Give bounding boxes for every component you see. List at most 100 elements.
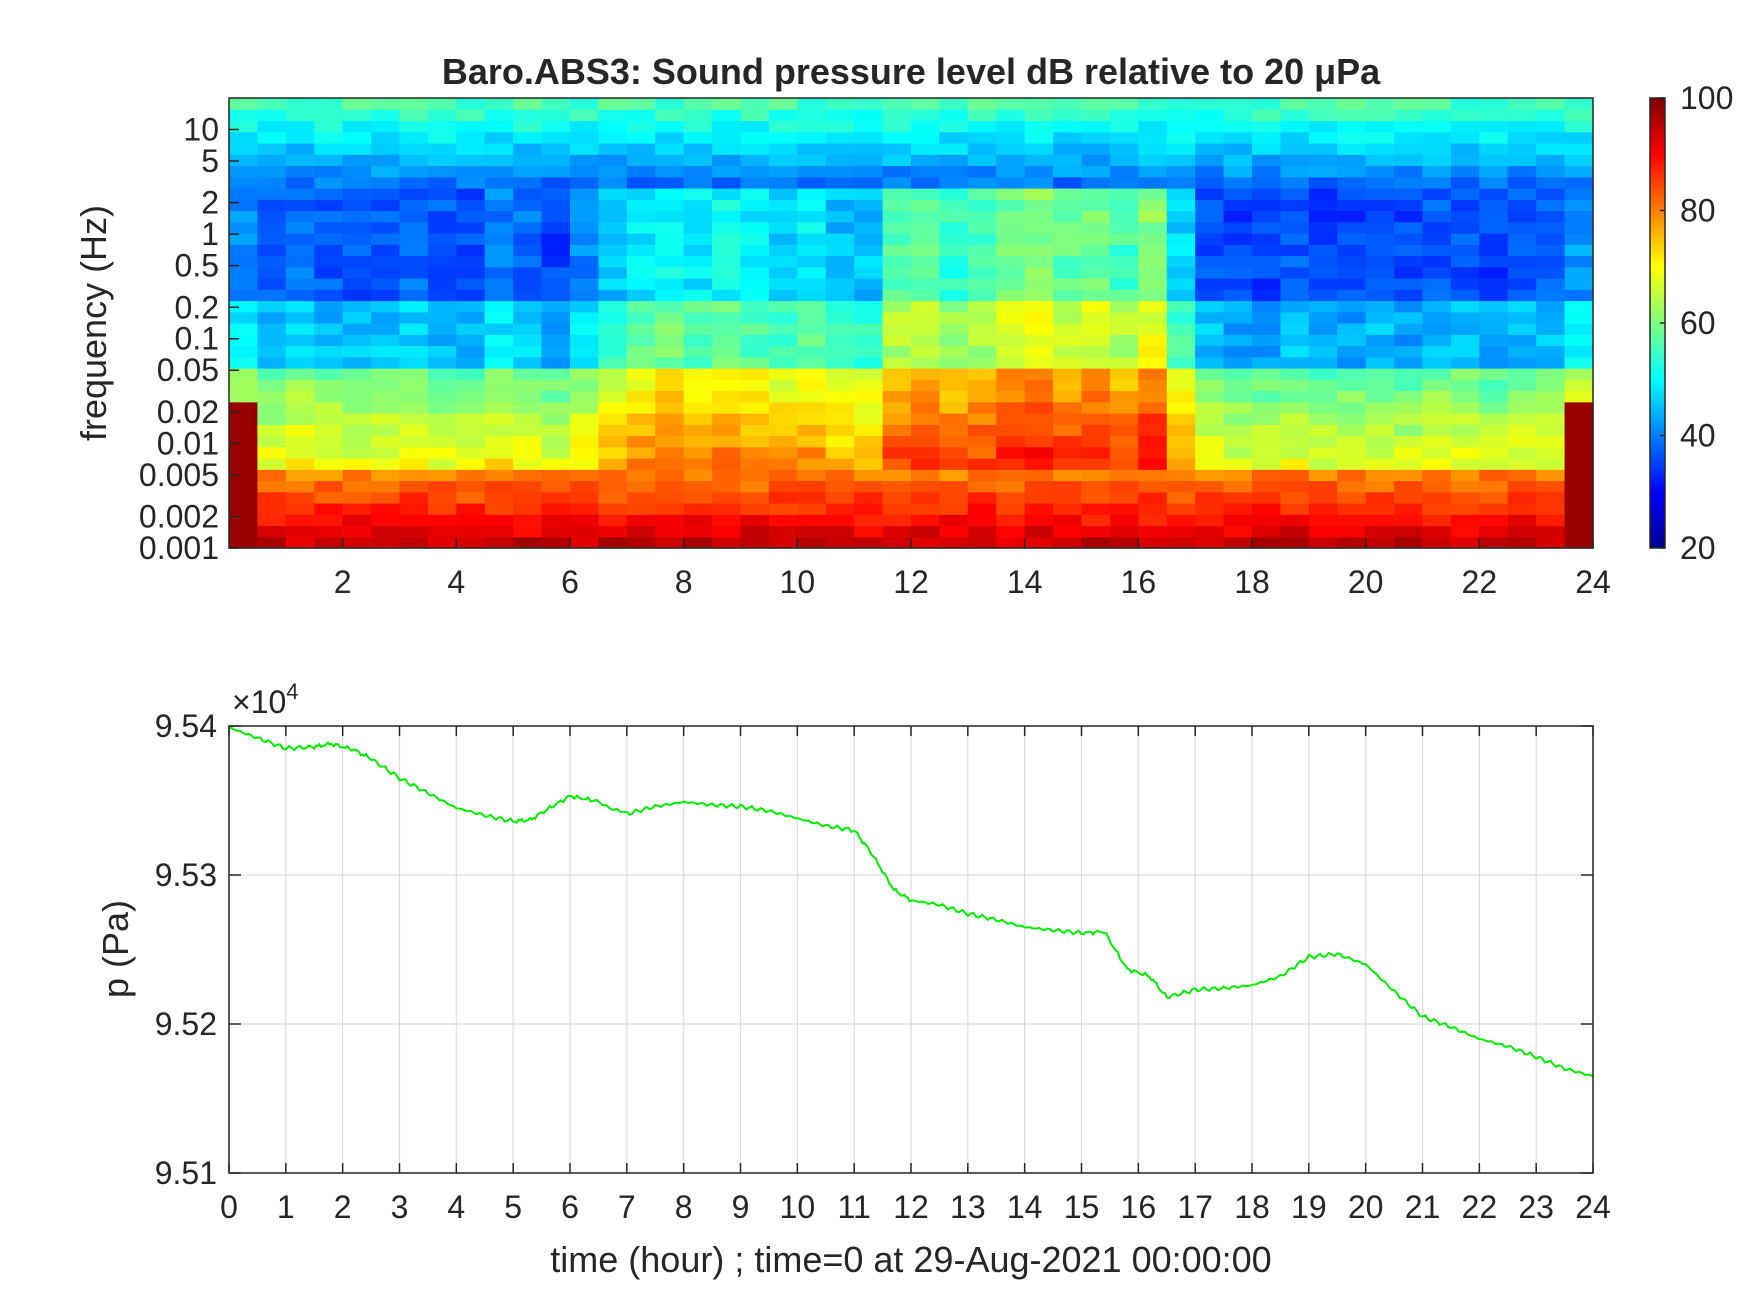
spectrogram-cell [456, 210, 486, 223]
spectrogram-cell [797, 143, 827, 155]
spectrogram-cell [1394, 255, 1424, 268]
spectrogram-cell [1365, 323, 1395, 335]
spectrogram-cell [797, 300, 827, 313]
spectrogram-cell [996, 503, 1026, 515]
spectrogram-cell [1252, 176, 1282, 189]
spectrogram-cell [825, 446, 855, 459]
spectrogram-cell [257, 176, 287, 189]
spectrogram-cell [1422, 469, 1452, 482]
spectrogram-cell [1450, 503, 1480, 515]
spectrogram-cell [1223, 514, 1253, 527]
spectrogram-cell [1053, 525, 1083, 538]
spectrogram-cell [456, 491, 486, 504]
spectrogram-cell [1564, 323, 1594, 335]
spectrogram-cell [1138, 334, 1168, 347]
spectrogram-cell [1223, 424, 1253, 437]
spectrogram-cell [541, 176, 571, 189]
spectrogram-cell [371, 446, 401, 459]
spectrogram-cell [939, 514, 969, 527]
spectrogram-cell [1308, 390, 1338, 403]
spectrogram-cell [598, 368, 628, 380]
spectrogram-cell [399, 514, 429, 527]
spectrogram-cell [427, 98, 457, 110]
spectrogram-cell [939, 266, 969, 279]
spectrogram-cell [541, 491, 571, 504]
spectrogram-cell [371, 413, 401, 425]
spectrogram-cell [1337, 143, 1367, 155]
spectrogram-cell [1195, 109, 1225, 122]
spectrogram-cell [541, 244, 571, 257]
spectrogram-cell [911, 458, 941, 470]
spectrogram-cell [1394, 480, 1424, 493]
spectrogram-cell [882, 98, 912, 110]
spectrogram-cell [1252, 458, 1282, 470]
spectrogram-panel: Baro.ABS3: Sound pressure level dB relat… [73, 51, 1733, 600]
spectrogram-cell [1564, 120, 1594, 133]
spectrogram-cell [1223, 120, 1253, 133]
spectrogram-cell [1252, 446, 1282, 459]
spectrogram-y-tick-label: 2 [201, 185, 219, 221]
spectrogram-cell [1564, 289, 1594, 302]
spectrogram-cell [996, 424, 1026, 437]
pressure-x-tick-label: 8 [675, 1189, 693, 1225]
spectrogram-cell [1109, 491, 1139, 504]
spectrogram-cell [1450, 480, 1480, 493]
spectrogram-cell [939, 233, 969, 245]
spectrogram-cell [570, 165, 600, 178]
spectrogram-cell [882, 199, 912, 212]
spectrogram-cell [456, 435, 486, 448]
spectrogram-cell [257, 199, 287, 212]
spectrogram-cell [1450, 176, 1480, 189]
spectrogram-cell [1337, 401, 1367, 414]
spectrogram-cell [1166, 289, 1196, 302]
spectrogram-cell [1252, 435, 1282, 448]
spectrogram-cell [967, 311, 997, 324]
spectrogram-cell [797, 278, 827, 290]
spectrogram-cell [967, 199, 997, 212]
spectrogram-cell [1280, 323, 1310, 335]
spectrogram-cell [1308, 334, 1338, 347]
spectrogram-cell [598, 131, 628, 144]
spectrogram-cell [1223, 300, 1253, 313]
spectrogram-cell [1507, 458, 1537, 470]
spectrogram-cell [1507, 154, 1537, 167]
spectrogram-cell [911, 525, 941, 538]
spectrogram-cell [967, 131, 997, 144]
spectrogram-cell [1024, 176, 1054, 189]
spectrogram-cell [939, 289, 969, 302]
spectrogram-cell [1564, 154, 1594, 167]
spectrogram-cell [314, 469, 344, 482]
spectrogram-cell [1195, 491, 1225, 504]
spectrogram-cell [854, 334, 884, 347]
spectrogram-cell [598, 390, 628, 403]
spectrogram-cell [1337, 446, 1367, 459]
spectrogram-cell [1479, 469, 1509, 482]
spectrogram-cell [1507, 435, 1537, 448]
spectrogram-cell [797, 98, 827, 110]
spectrogram-cell [342, 469, 372, 482]
spectrogram-cell [683, 255, 713, 268]
spectrogram-cell [1223, 401, 1253, 414]
spectrogram-cell [911, 210, 941, 223]
spectrogram-cell [484, 514, 514, 527]
spectrogram-cell [712, 345, 742, 358]
pressure-x-tick-label: 16 [1121, 1189, 1157, 1225]
spectrogram-cell [541, 536, 571, 549]
spectrogram-cell [456, 424, 486, 437]
spectrogram-x-tick-label: 22 [1462, 564, 1498, 600]
spectrogram-cell [229, 345, 259, 358]
spectrogram-cell [1365, 221, 1395, 234]
spectrogram-cell [1195, 188, 1225, 200]
spectrogram-cell [513, 109, 543, 122]
spectrogram-cell [257, 379, 287, 392]
spectrogram-x-tick-label: 12 [893, 564, 929, 600]
spectrogram-cell [1479, 98, 1509, 110]
spectrogram-cell [626, 289, 656, 302]
spectrogram-cell [1394, 356, 1424, 369]
spectrogram-cell [683, 491, 713, 504]
spectrogram-cell [1280, 143, 1310, 155]
spectrogram-y-tick-label: 0.02 [157, 394, 219, 430]
spectrogram-cell [1252, 143, 1282, 155]
spectrogram-cell [1479, 368, 1509, 380]
spectrogram-cell [1138, 188, 1168, 200]
